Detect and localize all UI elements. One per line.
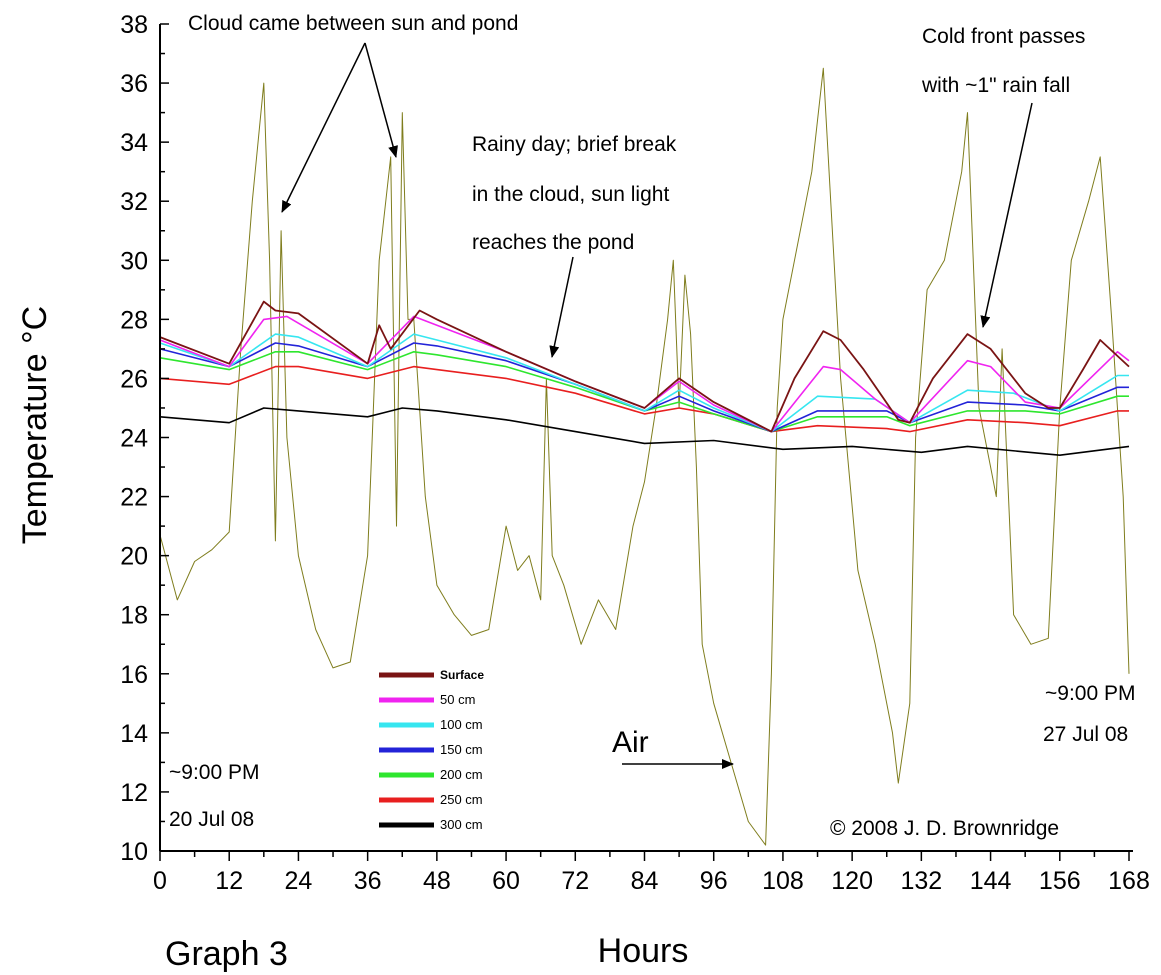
series-line-50-cm (159, 315, 1130, 433)
legend-label-250-cm: 250 cm (440, 792, 483, 807)
y-tick-label: 36 (120, 70, 148, 98)
x-tick-label: 120 (831, 867, 873, 895)
y-tick-label: 12 (120, 779, 148, 807)
y-tick-label: 22 (120, 484, 148, 512)
annotation-end-date: 27 Jul 08 (1043, 723, 1128, 746)
annotation-rainy-2: in the cloud, sun light (472, 183, 669, 206)
annotation-rainy-3: reaches the pond (472, 231, 634, 254)
arrow-cloud-right (364, 42, 398, 158)
x-tick-label: 48 (423, 867, 451, 895)
data-series-layer (159, 67, 1130, 846)
y-tick-label: 20 (120, 543, 148, 571)
x-tick-label: 84 (631, 867, 659, 895)
annotation-cloud: Cloud came between sun and pond (188, 12, 518, 35)
legend-label-50-cm: 50 cm (440, 692, 475, 707)
annotation-cold-front-1: Cold front passes (922, 25, 1085, 48)
x-tick-label: 36 (354, 867, 382, 895)
x-tick-label: 24 (285, 867, 313, 895)
x-tick-label: 168 (1108, 867, 1150, 895)
x-tick-label: 72 (561, 867, 589, 895)
x-tick-label: 96 (700, 867, 728, 895)
annotation-air: Air (612, 726, 649, 759)
arrow-cloud-left (281, 42, 366, 213)
y-tick-label: 10 (120, 838, 148, 866)
legend-label-300-cm: 300 cm (440, 817, 483, 832)
y-tick-label: 16 (120, 661, 148, 689)
axes: 10 12 14 16 18 20 22 24 26 28 30 32 34 36 38 0 12 24 36 48 6… (120, 11, 1150, 895)
copyright-text: © 2008 J. D. Brownridge (830, 817, 1059, 840)
y-tick-label: 18 (120, 602, 148, 630)
legend-label-100-cm: 100 cm (440, 717, 483, 732)
y-tick-label: 28 (120, 306, 148, 334)
x-tick-label: 132 (900, 867, 942, 895)
annotation-end-time: ~9:00 PM (1045, 682, 1135, 705)
y-tick-label: 32 (120, 188, 148, 216)
y-tick-label: 26 (120, 365, 148, 393)
y-axis-title: Temperature °C (16, 306, 54, 544)
annotation-start-time: ~9:00 PM (169, 761, 259, 784)
arrow-rainy (549, 256, 574, 358)
legend-label-200-cm: 200 cm (440, 767, 483, 782)
series-line-150-cm (159, 342, 1129, 433)
legend-label-150-cm: 150 cm (440, 742, 483, 757)
y-tick-label: 38 (120, 11, 148, 39)
series-line-200-cm (159, 350, 1129, 433)
annotation-rainy-1: Rainy day; brief break (472, 133, 677, 156)
graph-label: Graph 3 (165, 935, 288, 973)
legend-label-surface: Surface (440, 668, 484, 682)
x-axis-title: Hours (598, 932, 689, 970)
series-line-300-cm (159, 407, 1130, 457)
x-tick-label: 144 (970, 867, 1012, 895)
x-tick-label: 60 (492, 867, 520, 895)
x-tick-label: 0 (153, 867, 167, 895)
y-tick-label: 14 (120, 720, 148, 748)
annotation-start-date: 20 Jul 08 (169, 808, 254, 831)
x-tick-label: 108 (762, 867, 804, 895)
series-line-air (159, 67, 1130, 846)
x-tick-label: 156 (1039, 867, 1081, 895)
annotation-cold-front-2: with ~1" rain fall (921, 74, 1070, 97)
y-tick-label: 24 (120, 425, 148, 453)
legend: Surface 50 cm 100 cm 150 cm 200 cm 250 cm 300 … (379, 668, 484, 832)
arrow-cold-front (980, 102, 1033, 328)
series-line-100-cm (159, 333, 1129, 433)
y-tick-label: 30 (120, 247, 148, 275)
y-tick-label: 34 (120, 129, 148, 157)
series-line-250-cm (159, 365, 1129, 433)
series-line-surface (159, 300, 1130, 433)
x-tick-label: 12 (215, 867, 243, 895)
